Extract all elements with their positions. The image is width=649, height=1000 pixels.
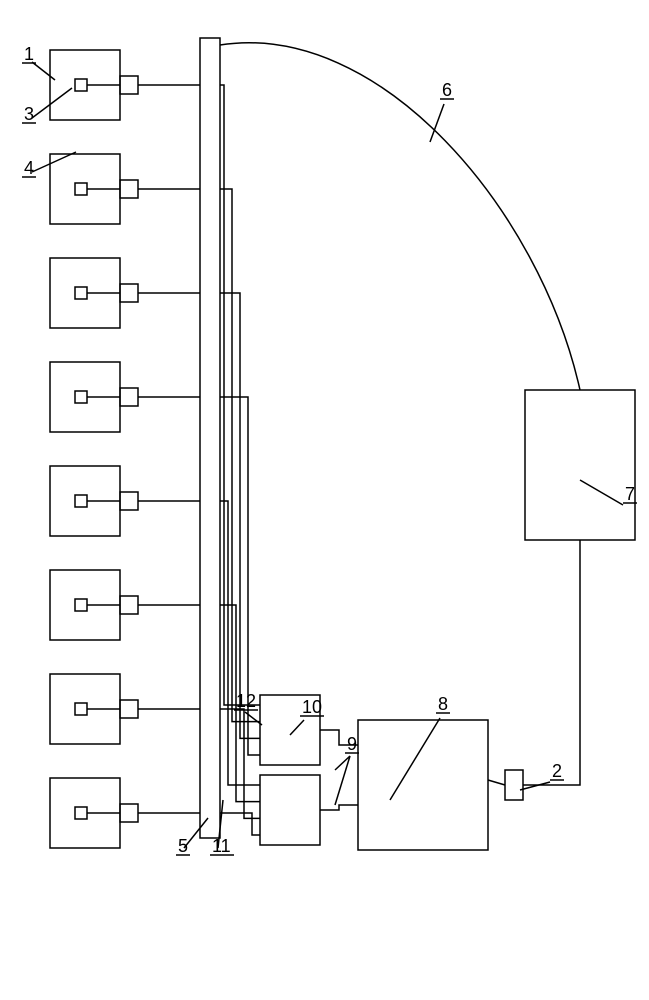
unit-mid xyxy=(120,492,138,510)
label-12: 12 xyxy=(236,691,256,711)
unit-mid xyxy=(120,700,138,718)
label-3: 3 xyxy=(24,104,34,124)
label-8: 8 xyxy=(438,694,448,714)
unit-mid xyxy=(120,804,138,822)
box-7 xyxy=(525,390,635,540)
label-7: 7 xyxy=(625,484,635,504)
unit-inner xyxy=(75,599,87,611)
unit-inner xyxy=(75,391,87,403)
unit-mid xyxy=(120,76,138,94)
unit-inner xyxy=(75,495,87,507)
label-10: 10 xyxy=(302,697,322,717)
unit-inner xyxy=(75,703,87,715)
unit-inner xyxy=(75,183,87,195)
unit-inner xyxy=(75,807,87,819)
unit-inner xyxy=(75,79,87,91)
unit-inner xyxy=(75,287,87,299)
unit-mid xyxy=(120,180,138,198)
unit-mid xyxy=(120,284,138,302)
label-9: 9 xyxy=(347,734,357,754)
label-2: 2 xyxy=(552,761,562,781)
label-1: 1 xyxy=(24,44,34,64)
schematic-diagram: 134121098276511 xyxy=(0,0,649,1000)
label-11: 11 xyxy=(212,836,231,856)
box-2 xyxy=(505,770,523,800)
unit-mid xyxy=(120,388,138,406)
bus-rail xyxy=(200,38,220,838)
box-8 xyxy=(358,720,488,850)
hub-box-1 xyxy=(260,775,320,845)
label-6: 6 xyxy=(442,80,452,100)
unit-mid xyxy=(120,596,138,614)
label-4: 4 xyxy=(24,158,34,178)
curve-6 xyxy=(220,43,580,390)
